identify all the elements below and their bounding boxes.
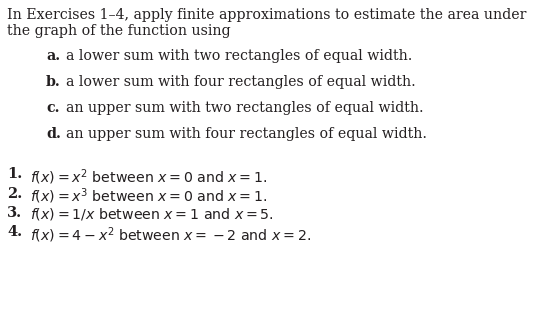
Text: c.: c. [46, 101, 60, 115]
Text: 2.: 2. [7, 186, 22, 200]
Text: $f(x) = x^2$ between $x = 0$ and $x = 1.$: $f(x) = x^2$ between $x = 0$ and $x = 1.… [30, 167, 267, 187]
Text: $f(x) = 1/x$ between $x = 1$ and $x = 5.$: $f(x) = 1/x$ between $x = 1$ and $x = 5.… [30, 206, 274, 222]
Text: an upper sum with four rectangles of equal width.: an upper sum with four rectangles of equ… [66, 127, 427, 141]
Text: d.: d. [46, 127, 61, 141]
Text: the graph of the function using: the graph of the function using [7, 23, 231, 38]
Text: In Exercises 1–4, apply finite approximations to estimate the area under: In Exercises 1–4, apply finite approxima… [7, 8, 526, 22]
Text: 3.: 3. [7, 206, 22, 220]
Text: $f(x) = x^3$ between $x = 0$ and $x = 1.$: $f(x) = x^3$ between $x = 0$ and $x = 1.… [30, 186, 267, 206]
Text: 4.: 4. [7, 226, 22, 240]
Text: an upper sum with two rectangles of equal width.: an upper sum with two rectangles of equa… [66, 101, 423, 115]
Text: $f(x) = 4 - x^2$ between $x = -2$ and $x = 2.$: $f(x) = 4 - x^2$ between $x = -2$ and $x… [30, 226, 311, 245]
Text: b.: b. [46, 75, 61, 89]
Text: a lower sum with four rectangles of equal width.: a lower sum with four rectangles of equa… [66, 75, 416, 89]
Text: 1.: 1. [7, 167, 22, 181]
Text: a lower sum with two rectangles of equal width.: a lower sum with two rectangles of equal… [66, 49, 412, 63]
Text: a.: a. [46, 49, 60, 63]
